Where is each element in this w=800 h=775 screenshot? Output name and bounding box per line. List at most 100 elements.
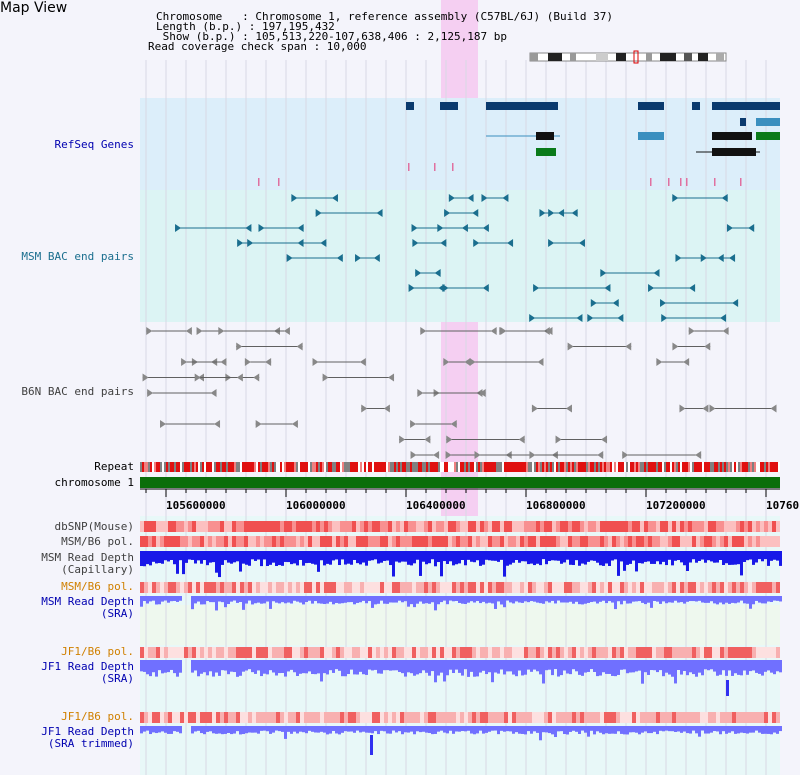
b6n-bac-label[interactable]: B6N BAC end pairs (21, 385, 134, 398)
jf1-read-depth-sra-label[interactable]: JF1 Read Depth (SRA) (41, 660, 134, 685)
heat-cell (248, 582, 252, 593)
msm-b6-pol-label-1[interactable]: MSM/B6 pol. (61, 535, 134, 548)
b6n-bac-end (420, 327, 427, 335)
depth-bar (233, 551, 236, 563)
heat-cell (328, 647, 332, 658)
repeat-segment (240, 462, 242, 472)
repeat-segment (242, 462, 244, 472)
heat-cell (168, 582, 172, 593)
heat-cell (440, 582, 444, 593)
b6n-bac-pairs-track[interactable] (142, 327, 777, 459)
repeat-segment (402, 462, 404, 472)
heat-cell (280, 647, 284, 658)
heat-cell (164, 536, 168, 547)
depth-bar (494, 660, 497, 673)
msm-bac-end (482, 224, 489, 232)
jf1-b6-pol-label-2[interactable]: JF1/B6 pol. (61, 710, 134, 723)
depth-bar (608, 660, 611, 674)
depth-bar (551, 551, 554, 561)
depth-bar (191, 596, 194, 610)
heat-cell (384, 712, 388, 723)
heat-cell (484, 712, 488, 723)
b6n-bac-end (359, 358, 366, 366)
msm-bac-label[interactable]: MSM BAC end pairs (21, 250, 134, 263)
heat-cell (404, 647, 408, 658)
heat-cell (552, 712, 556, 723)
depth-bar (404, 596, 407, 602)
repeat-segment (154, 462, 156, 472)
refseq-label[interactable]: RefSeq Genes (54, 138, 134, 151)
depth-bar (629, 660, 632, 673)
heat-cell (348, 521, 352, 532)
heat-cell (140, 712, 144, 723)
depth-bar (719, 660, 722, 675)
repeat-segment (156, 462, 158, 472)
jf1-read-depth-trimmed-label[interactable]: JF1 Read Depth (SRA trimmed) (41, 725, 134, 750)
b6n-bac-end (770, 404, 777, 413)
depth-bar (590, 726, 593, 731)
depth-bar (599, 551, 602, 566)
heat-cell (752, 536, 756, 547)
heat-cell (444, 536, 448, 547)
b6n-bac-end (479, 389, 486, 397)
repeat-segment (728, 462, 730, 472)
msm-bac-end (481, 194, 488, 202)
repeat-segment (756, 462, 758, 472)
msm-b6-pol-label-2[interactable]: MSM/B6 pol. (61, 580, 134, 593)
depth-bar (500, 551, 503, 560)
depth-bar (149, 660, 152, 677)
heat-cell (552, 521, 556, 532)
heat-cell (256, 521, 260, 532)
heat-cell (396, 582, 400, 593)
heat-cell (648, 582, 652, 593)
depth-bar (452, 726, 455, 734)
chromosome-ideogram[interactable] (529, 50, 727, 64)
depth-bar (305, 596, 308, 603)
repeat-segment (536, 462, 538, 472)
depth-bar (458, 596, 461, 603)
repeat-segment (644, 462, 646, 472)
b6n-bac-end (283, 327, 290, 335)
msm-bac-end (448, 194, 455, 202)
refseq-marker (680, 178, 682, 186)
refseq-marker (408, 163, 410, 171)
heat-cell (644, 712, 648, 723)
refseq-genes-track[interactable] (258, 102, 780, 186)
depth-bar (605, 660, 608, 674)
repeat-segment (332, 462, 334, 472)
repeat-segment (730, 462, 732, 472)
heat-cell (764, 521, 768, 532)
depth-bar (641, 596, 644, 603)
msm-read-depth-sra-label[interactable]: MSM Read Depth (SRA) (41, 595, 134, 620)
depth-bar (380, 596, 383, 601)
heat-cell (672, 712, 676, 723)
repeat-segment (474, 462, 476, 472)
depth-bar (725, 660, 728, 676)
refseq-gene (536, 148, 556, 156)
depth-bar (683, 596, 686, 604)
depth-bar (659, 551, 662, 565)
heat-cell (676, 647, 680, 658)
msm-read-depth-capillary-label[interactable]: MSM Read Depth (Capillary) (41, 551, 134, 576)
depth-bar (398, 551, 401, 563)
repeat-segment (664, 462, 666, 472)
depth-bar (440, 726, 443, 731)
heat-cell (320, 582, 324, 593)
b6n-bac-end (601, 435, 608, 444)
heat-cell (436, 582, 440, 593)
depth-bar (248, 660, 251, 670)
depth-bar (644, 726, 647, 732)
heat-cell (520, 582, 524, 593)
heat-cell (736, 521, 740, 532)
depth-bar (740, 551, 743, 576)
heat-cell (368, 647, 372, 658)
msm-bac-pairs-track[interactable] (175, 194, 755, 322)
depth-bar (401, 660, 404, 674)
heat-cell (356, 647, 360, 658)
jf1-b6-pol-label-1[interactable]: JF1/B6 pol. (61, 645, 134, 658)
heat-cell (332, 536, 336, 547)
dbsnp-label[interactable]: dbSNP(Mouse) (54, 520, 134, 533)
depth-bar (725, 551, 728, 564)
heat-cell (692, 536, 696, 547)
